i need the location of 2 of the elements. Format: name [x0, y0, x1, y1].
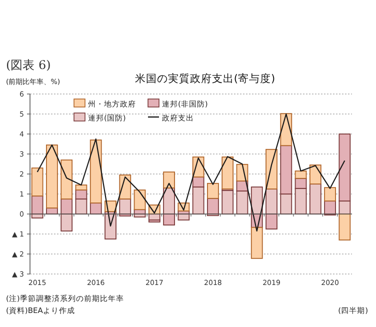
chart-title: 米国の実質政府支出(寄与度)	[134, 72, 276, 85]
text: (図表 6)	[6, 58, 51, 72]
